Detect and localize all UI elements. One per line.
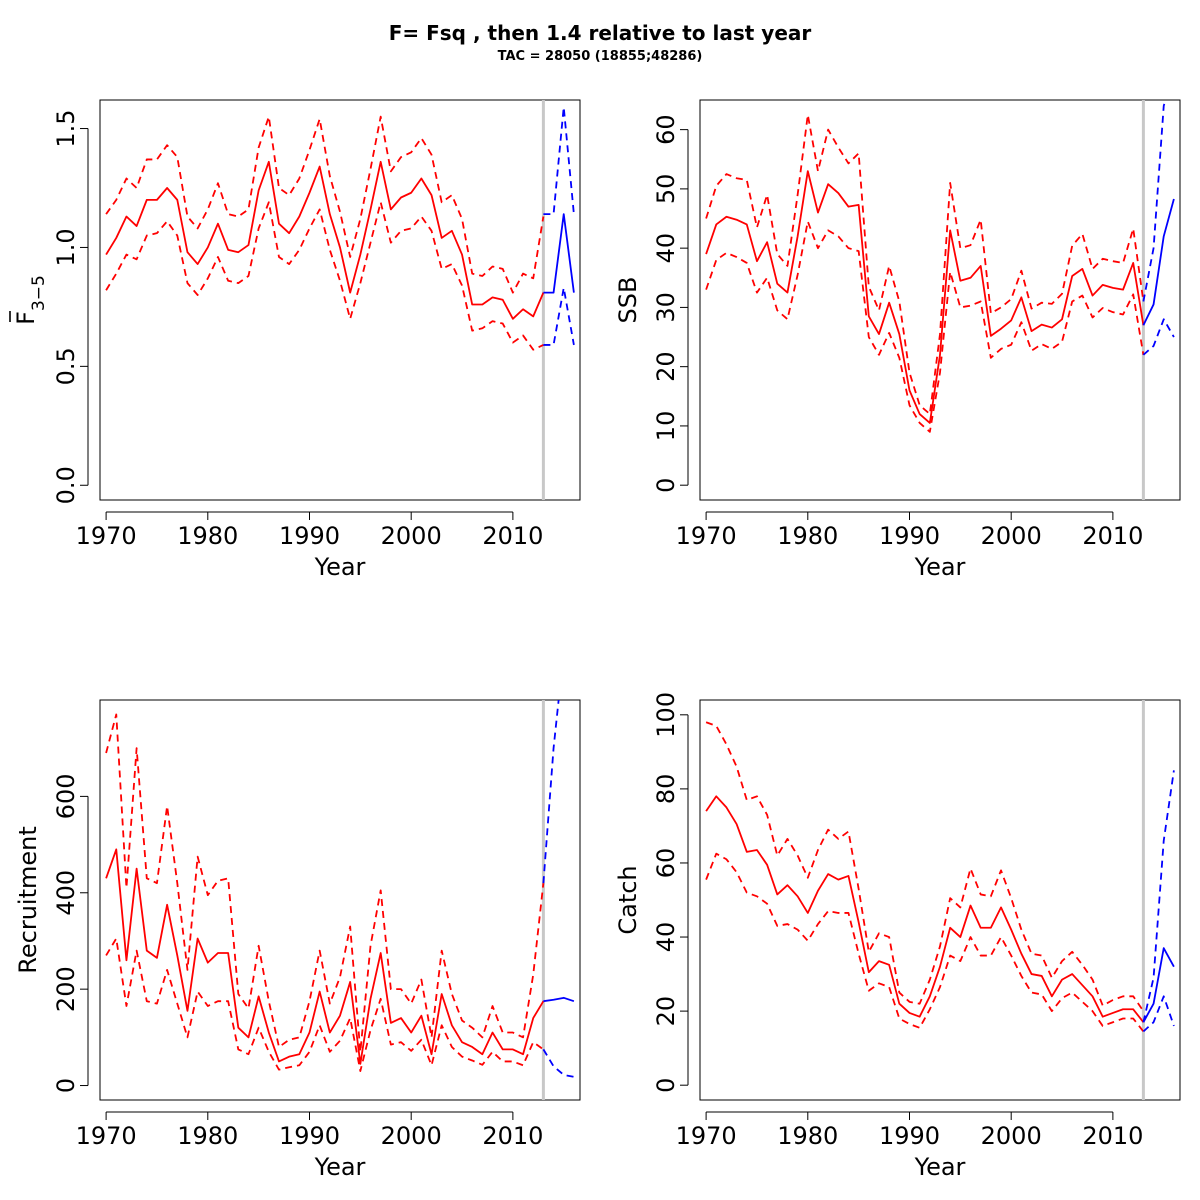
recruitment-y-tick-label: 200 [52, 966, 80, 1012]
ssb-x-tick-label: 1990 [879, 522, 940, 550]
ssb-y-tick-label: 50 [652, 174, 680, 205]
recruitment-projection-lower-line [542, 1048, 575, 1078]
ssb-panel: Year SSB 1970 1980 1990 2000 2010 0 10 20 30 40 50… [614, 99, 1181, 581]
fbar-plot-frame [99, 99, 581, 501]
recruitment-projection-upper-line [542, 700, 560, 884]
fbar-xlabel: Year [314, 553, 366, 581]
recruitment-x-tick-label: 2000 [381, 1122, 442, 1150]
fbar-y-tick-label: 1.5 [52, 109, 80, 147]
catch-y-tick-label: 60 [652, 848, 680, 879]
catch-x-tick-label: 2010 [1082, 1122, 1143, 1150]
fbar-y-tick-label: 1.0 [52, 228, 80, 266]
recruitment-y-tick-label: 0 [52, 1078, 80, 1093]
ssb-projection-median-line [1142, 198, 1175, 326]
fbar-ylabel-main: F [12, 311, 40, 325]
catch-x-tick-label: 1990 [879, 1122, 940, 1150]
recruitment-x-tick-label: 1980 [177, 1122, 238, 1150]
ssb-y-tick-label: 10 [652, 411, 680, 442]
figure-title: F= Fsq , then 1.4 relative to last year [389, 21, 812, 45]
fbar-x-tick-label: 1980 [177, 522, 238, 550]
catch-y-tick-label: 80 [652, 774, 680, 805]
ssb-x-tick-label: 2010 [1082, 522, 1143, 550]
catch-x-tick-label: 1970 [676, 1122, 737, 1150]
recruitment-y-tick-label: 400 [52, 870, 80, 916]
catch-x-tick-label: 2000 [981, 1122, 1042, 1150]
ssb-x-tick-label: 1970 [676, 522, 737, 550]
fbar-ylabel-subscript: 3−5 [29, 275, 49, 311]
fbar-x-tick-label: 1990 [279, 522, 340, 550]
ssb-historic-upper-line [705, 113, 1145, 415]
fbar-x-tick-label: 2010 [482, 522, 543, 550]
ssb-y-tick-label: 0 [652, 478, 680, 493]
catch-y-tick-label: 100 [652, 692, 680, 738]
catch-xlabel: Year [914, 1153, 966, 1181]
catch-projection-median-line [1142, 947, 1175, 1023]
catch-ylabel: Catch [614, 865, 642, 934]
catch-projection-lower-line [1142, 995, 1175, 1033]
ssb-historic-median-line [705, 170, 1145, 424]
recruitment-ylabel: Recruitment [14, 826, 42, 973]
figure-subtitle: TAC = 28050 (18855;48286) [498, 49, 703, 64]
ssb-xlabel: Year [914, 553, 966, 581]
ssb-x-tick-label: 2000 [981, 522, 1042, 550]
ssb-historic-lower-line [705, 220, 1145, 433]
fbar-projection-lower-line [543, 286, 575, 346]
fbar-y-tick-label: 0.0 [52, 466, 80, 504]
fbar-ylabel: F3−5 [12, 275, 49, 325]
recruitment-historic-upper-line [105, 713, 545, 1053]
recruitment-x-tick-label: 1970 [76, 1122, 137, 1150]
catch-y-tick-label: 20 [652, 996, 680, 1027]
recruitment-y-tick-label: 600 [52, 773, 80, 819]
catch-panel: Year Catch 1970 1980 1990 2000 2010 0 20 40 60 80… [614, 692, 1181, 1181]
catch-y-tick-label: 0 [652, 1078, 680, 1093]
ssb-y-tick-label: 20 [652, 351, 680, 382]
fbar-historic-lower-line [105, 201, 544, 351]
ssb-y-tick-label: 60 [652, 114, 680, 145]
fbar-projection-upper-line [543, 106, 575, 216]
ssb-projection-lower-line [1142, 318, 1175, 356]
catch-historic-median-line [705, 795, 1145, 1023]
catch-plot-frame [699, 699, 1181, 1101]
fbar-historic-upper-line [105, 115, 545, 294]
fbar-y-tick-label: 0.5 [52, 347, 80, 385]
fbar-panel: Year F3−5 1970 1980 1990 2000 2010 0.0 0.5 1.0 1… [9, 99, 581, 581]
recruitment-projection-median-line [543, 996, 575, 1003]
ssb-y-tick-label: 40 [652, 233, 680, 264]
recruitment-historic-median-line [105, 848, 545, 1065]
fbar-historic-median-line [105, 160, 545, 320]
recruitment-historic-lower-line [105, 937, 544, 1072]
recruitment-panel: Year Recruitment 1970 1980 1990 2000 2010 0 20… [14, 699, 581, 1181]
ssb-ylabel: SSB [614, 277, 642, 324]
fbar-x-tick-label: 2000 [381, 522, 442, 550]
recruitment-x-tick-label: 2010 [482, 1122, 543, 1150]
catch-y-tick-label: 40 [652, 922, 680, 953]
fbar-x-tick-label: 1970 [76, 522, 137, 550]
ssb-y-tick-label: 30 [652, 292, 680, 323]
recruitment-x-tick-label: 1990 [279, 1122, 340, 1150]
ssb-x-tick-label: 1980 [777, 522, 838, 550]
catch-historic-upper-line [705, 721, 1145, 1012]
recruitment-plot-frame [99, 699, 581, 1101]
catch-projection-upper-line [1142, 770, 1175, 1023]
recruitment-xlabel: Year [314, 1153, 366, 1181]
ssb-plot-frame [699, 99, 1181, 501]
catch-historic-lower-line [705, 852, 1145, 1033]
ssb-projection-upper-line [1142, 100, 1167, 302]
catch-x-tick-label: 1980 [777, 1122, 838, 1150]
fbar-projection-median-line [543, 213, 575, 294]
